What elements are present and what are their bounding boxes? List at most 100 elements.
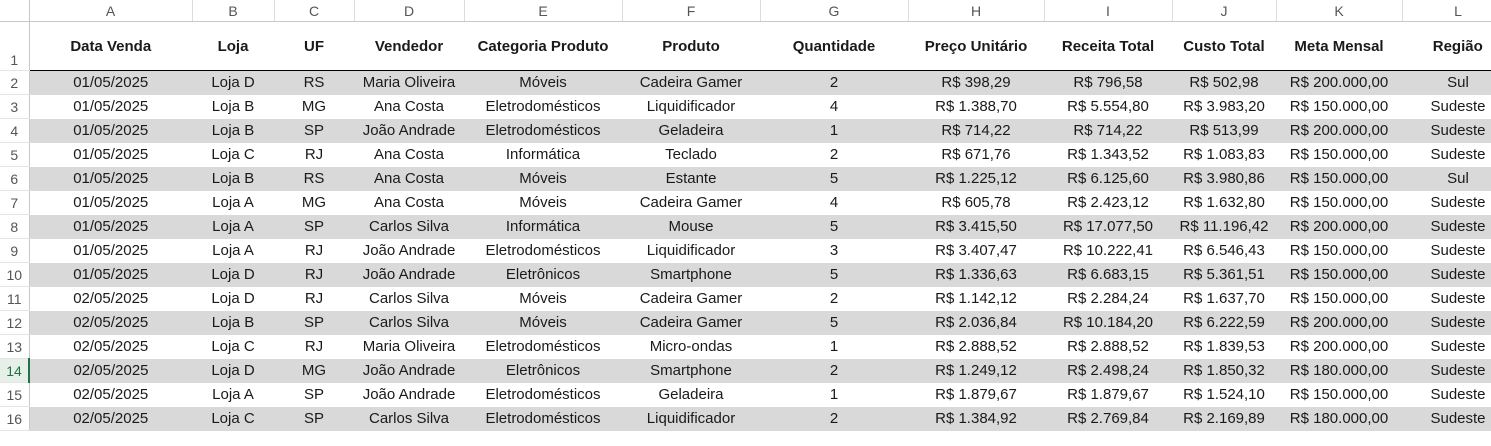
cell-categoria-produto[interactable]: Móveis [464,70,622,95]
cell-loja[interactable]: Loja D [192,358,274,383]
header-cell-vendedor[interactable]: Vendedor [354,21,464,71]
header-cell-regiao[interactable]: Região [1402,21,1491,71]
cell-regiao[interactable]: Sudeste [1402,190,1491,215]
header-cell-quantidade[interactable]: Quantidade [760,21,908,71]
row-header[interactable]: 4 [0,118,30,143]
cell-data-venda[interactable]: 01/05/2025 [29,94,192,119]
row-header[interactable]: 16 [0,406,30,431]
cell-quantidade[interactable]: 1 [760,118,908,143]
cell-loja[interactable]: Loja C [192,406,274,431]
column-header-i[interactable]: I [1044,0,1173,22]
cell-vendedor[interactable]: Carlos Silva [354,214,464,239]
cell-preco-unitario[interactable]: R$ 3.415,50 [908,214,1044,239]
cell-data-venda[interactable]: 01/05/2025 [29,166,192,191]
cell-produto[interactable]: Mouse [622,214,760,239]
cell-categoria-produto[interactable]: Eletrodomésticos [464,382,622,407]
cell-receita-total[interactable]: R$ 5.554,80 [1044,94,1172,119]
cell-uf[interactable]: RJ [274,334,354,359]
cell-preco-unitario[interactable]: R$ 714,22 [908,118,1044,143]
cell-preco-unitario[interactable]: R$ 1.388,70 [908,94,1044,119]
cell-data-venda[interactable]: 01/05/2025 [29,142,192,167]
cell-categoria-produto[interactable]: Eletrodomésticos [464,334,622,359]
cell-vendedor[interactable]: João Andrade [354,382,464,407]
row-header[interactable]: 12 [0,310,30,335]
cell-preco-unitario[interactable]: R$ 1.384,92 [908,406,1044,431]
cell-meta-mensal[interactable]: R$ 150.000,00 [1276,166,1402,191]
cell-loja[interactable]: Loja A [192,214,274,239]
column-header-b[interactable]: B [192,0,275,22]
header-cell-uf[interactable]: UF [274,21,354,71]
cell-vendedor[interactable]: Carlos Silva [354,310,464,335]
cell-vendedor[interactable]: Maria Oliveira [354,334,464,359]
cell-receita-total[interactable]: R$ 2.888,52 [1044,334,1172,359]
cell-meta-mensal[interactable]: R$ 200.000,00 [1276,214,1402,239]
cell-uf[interactable]: RJ [274,238,354,263]
cell-custo-total[interactable]: R$ 513,99 [1172,118,1276,143]
cell-meta-mensal[interactable]: R$ 200.000,00 [1276,334,1402,359]
cell-preco-unitario[interactable]: R$ 1.225,12 [908,166,1044,191]
cell-receita-total[interactable]: R$ 6.125,60 [1044,166,1172,191]
cell-vendedor[interactable]: Ana Costa [354,94,464,119]
row-header[interactable]: 1 [0,21,30,71]
cell-preco-unitario[interactable]: R$ 2.888,52 [908,334,1044,359]
column-header-h[interactable]: H [908,0,1045,22]
cell-uf[interactable]: MG [274,358,354,383]
cell-categoria-produto[interactable]: Móveis [464,310,622,335]
cell-uf[interactable]: RJ [274,286,354,311]
cell-categoria-produto[interactable]: Móveis [464,286,622,311]
cell-preco-unitario[interactable]: R$ 3.407,47 [908,238,1044,263]
cell-meta-mensal[interactable]: R$ 200.000,00 [1276,310,1402,335]
cell-loja[interactable]: Loja A [192,238,274,263]
row-header[interactable]: 8 [0,214,30,239]
cell-preco-unitario[interactable]: R$ 605,78 [908,190,1044,215]
cell-uf[interactable]: RJ [274,262,354,287]
cell-quantidade[interactable]: 1 [760,334,908,359]
cell-vendedor[interactable]: João Andrade [354,358,464,383]
cell-vendedor[interactable]: Carlos Silva [354,286,464,311]
cell-preco-unitario[interactable]: R$ 671,76 [908,142,1044,167]
column-header-e[interactable]: E [464,0,623,22]
cell-receita-total[interactable]: R$ 1.343,52 [1044,142,1172,167]
cell-categoria-produto[interactable]: Móveis [464,166,622,191]
cell-vendedor[interactable]: João Andrade [354,262,464,287]
cell-quantidade[interactable]: 2 [760,286,908,311]
cell-loja[interactable]: Loja C [192,334,274,359]
cell-categoria-produto[interactable]: Eletrônicos [464,358,622,383]
row-header[interactable]: 15 [0,382,30,407]
cell-uf[interactable]: MG [274,94,354,119]
cell-uf[interactable]: SP [274,406,354,431]
cell-uf[interactable]: RS [274,70,354,95]
column-header-k[interactable]: K [1276,0,1403,22]
cell-quantidade[interactable]: 5 [760,262,908,287]
cell-quantidade[interactable]: 4 [760,94,908,119]
header-cell-receita-total[interactable]: Receita Total [1044,21,1172,71]
cell-preco-unitario[interactable]: R$ 398,29 [908,70,1044,95]
cell-data-venda[interactable]: 02/05/2025 [29,286,192,311]
cell-custo-total[interactable]: R$ 1.632,80 [1172,190,1276,215]
cell-data-venda[interactable]: 01/05/2025 [29,262,192,287]
cell-vendedor[interactable]: João Andrade [354,118,464,143]
column-header-g[interactable]: G [760,0,909,22]
cell-receita-total[interactable]: R$ 10.184,20 [1044,310,1172,335]
column-header-c[interactable]: C [274,0,355,22]
header-cell-produto[interactable]: Produto [622,21,760,71]
cell-regiao[interactable]: Sudeste [1402,142,1491,167]
cell-receita-total[interactable]: R$ 2.284,24 [1044,286,1172,311]
cell-data-venda[interactable]: 02/05/2025 [29,382,192,407]
cell-custo-total[interactable]: R$ 6.546,43 [1172,238,1276,263]
cell-quantidade[interactable]: 1 [760,382,908,407]
cell-produto[interactable]: Liquidificador [622,406,760,431]
cell-meta-mensal[interactable]: R$ 200.000,00 [1276,70,1402,95]
cell-categoria-produto[interactable]: Informática [464,142,622,167]
cell-receita-total[interactable]: R$ 17.077,50 [1044,214,1172,239]
cell-data-venda[interactable]: 02/05/2025 [29,310,192,335]
cell-meta-mensal[interactable]: R$ 150.000,00 [1276,382,1402,407]
cell-uf[interactable]: RS [274,166,354,191]
cell-data-venda[interactable]: 01/05/2025 [29,70,192,95]
cell-regiao[interactable]: Sudeste [1402,406,1491,431]
cell-custo-total[interactable]: R$ 2.169,89 [1172,406,1276,431]
cell-regiao[interactable]: Sudeste [1402,382,1491,407]
cell-vendedor[interactable]: Ana Costa [354,190,464,215]
cell-produto[interactable]: Micro-ondas [622,334,760,359]
cell-regiao[interactable]: Sudeste [1402,334,1491,359]
